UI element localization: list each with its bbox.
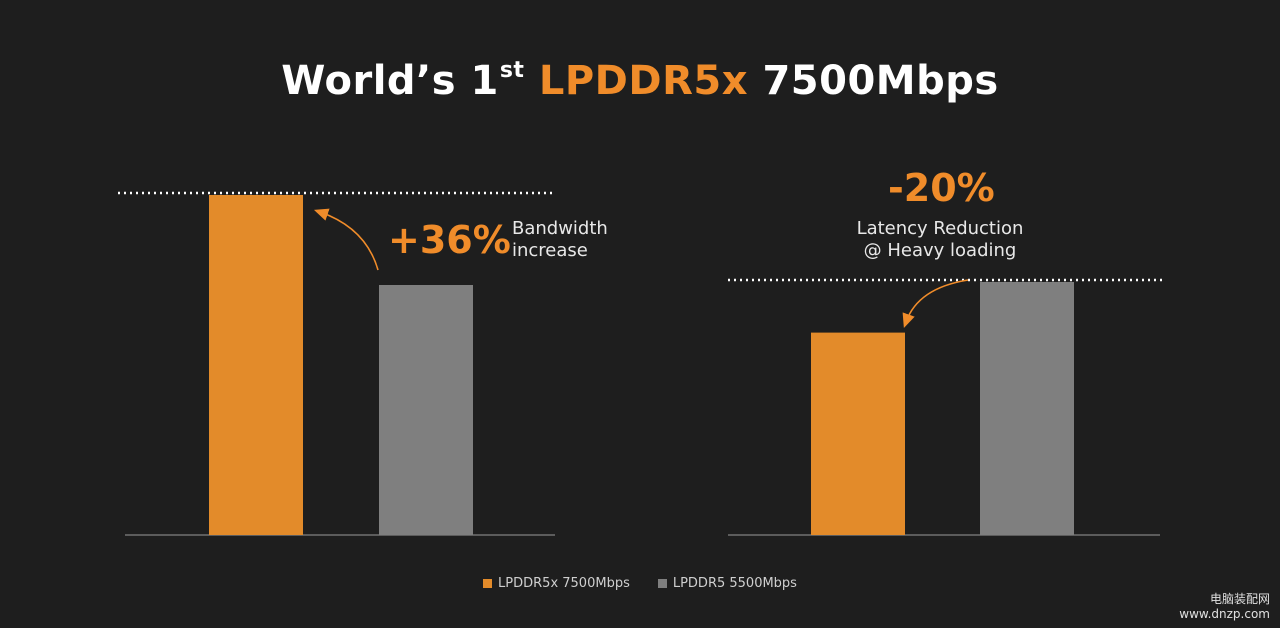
watermark-line2: www.dnzp.com xyxy=(1179,607,1270,621)
legend-swatch-lpddr5 xyxy=(657,579,667,588)
legend-label-lpddr5x: LPDDR5x 7500Mbps xyxy=(498,576,630,591)
latency-annotation-label: Latency Reduction @ Heavy loading xyxy=(820,218,1060,262)
legend: LPDDR5x 7500Mbps LPDDR5 5500Mbps xyxy=(0,576,1280,591)
bandwidth-arrow xyxy=(313,208,379,271)
legend-item-lpddr5x: LPDDR5x 7500Mbps xyxy=(483,576,630,591)
latency-label-line2: @ Heavy loading xyxy=(863,240,1017,261)
latency-chart xyxy=(728,278,1162,536)
bandwidth-label-line1: Bandwidth xyxy=(512,218,608,239)
chart-0-bar-lpddr5 xyxy=(379,285,473,535)
bandwidth-annotation-label: Bandwidth increase xyxy=(512,218,608,262)
chart-0-bar-lpddr5x xyxy=(209,195,303,535)
title-accent: LPDDR5x xyxy=(538,58,749,104)
legend-label-lpddr5: LPDDR5 5500Mbps xyxy=(672,576,797,591)
title-superscript: st xyxy=(499,58,525,83)
latency-annotation-value: -20% xyxy=(888,166,995,210)
latency-label-line1: Latency Reduction xyxy=(856,218,1024,239)
legend-swatch-lpddr5x xyxy=(483,579,493,588)
chart-1-bar-lpddr5x xyxy=(811,332,905,535)
title-part2: 7500Mbps xyxy=(762,58,999,104)
page-title: World’s 1st LPDDR5x 7500Mbps xyxy=(0,58,1280,104)
bandwidth-chart xyxy=(118,191,555,536)
bandwidth-label-line2: increase xyxy=(512,240,588,261)
title-part1: World’s 1 xyxy=(281,58,499,104)
bandwidth-annotation-value: +36% xyxy=(388,218,511,262)
chart-1-bar-lpddr5 xyxy=(980,282,1074,535)
legend-item-lpddr5: LPDDR5 5500Mbps xyxy=(657,576,797,591)
watermark-line1: 电脑装配网 xyxy=(1209,592,1270,606)
watermark: 电脑装配网 www.dnzp.com xyxy=(1179,592,1270,622)
latency-arrow xyxy=(902,279,969,329)
